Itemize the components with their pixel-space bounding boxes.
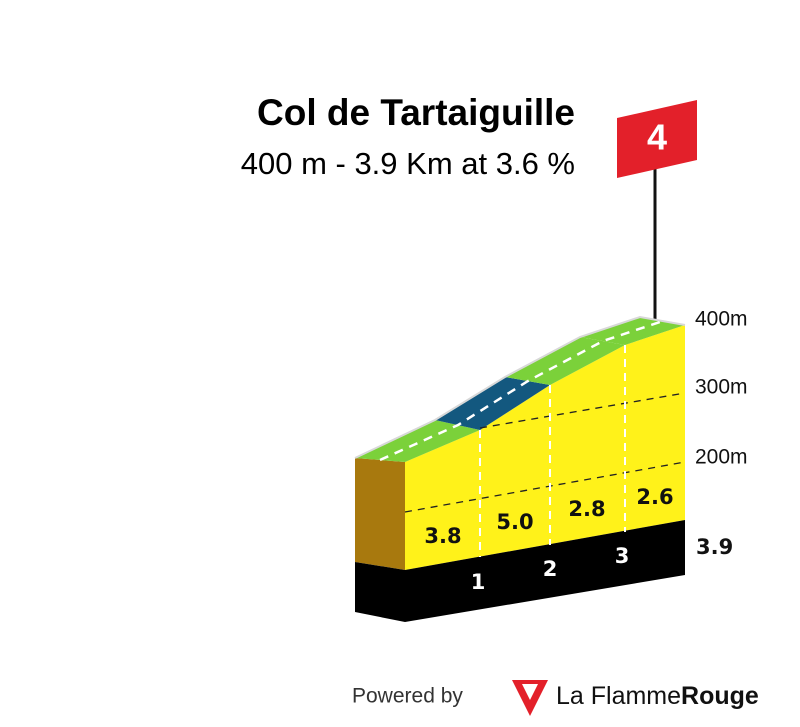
logo-icon-inner — [522, 684, 538, 700]
total-distance: 3.9 — [696, 535, 733, 559]
elevation-label: 200m — [695, 446, 748, 469]
segment-top — [435, 377, 550, 430]
km-label: 2 — [543, 557, 558, 581]
km-label: 1 — [471, 570, 486, 594]
title: Col de Tartaiguille — [257, 92, 575, 133]
brand-light: La Flamme — [556, 682, 681, 710]
center-line — [379, 319, 664, 462]
segment-top — [580, 317, 685, 345]
brand-bold: Rouge — [681, 682, 759, 710]
flag — [617, 100, 697, 178]
segment-top — [355, 420, 480, 462]
brand: La FlammeRouge — [556, 682, 759, 710]
gradient-label: 3.8 — [424, 524, 461, 548]
km-lines — [479, 345, 626, 557]
gradient-label: 5.0 — [496, 510, 533, 534]
elevation-label: 400m — [695, 308, 748, 331]
km-label: 3 — [615, 544, 630, 568]
elevation-label: 300m — [695, 376, 748, 399]
side-face — [355, 458, 405, 570]
side-base — [355, 562, 405, 622]
front-face — [405, 325, 685, 570]
strip-edge — [354, 315, 686, 459]
subtitle: 400 m - 3.9 Km at 3.6 % — [241, 146, 575, 181]
base — [405, 520, 685, 622]
gradient-label: 2.6 — [636, 485, 673, 509]
gradient-label: 2.8 — [568, 497, 605, 521]
category-badge: 4 — [647, 117, 667, 158]
elevation-lines — [404, 392, 686, 513]
powered-by: Powered by — [352, 685, 463, 708]
